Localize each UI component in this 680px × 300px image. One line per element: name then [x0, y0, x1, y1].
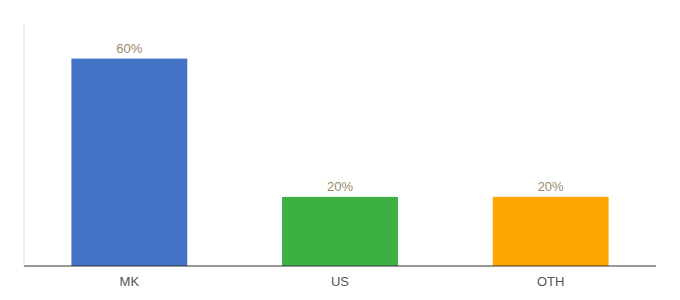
data-label: 60% [116, 41, 142, 56]
x-tick-label: MK [120, 274, 140, 289]
x-axis-line [24, 265, 656, 266]
chart: MK US OTH 60% 20% 20% [0, 0, 680, 300]
chart-container: MK US OTH 60% 20% 20% [0, 0, 680, 300]
bar [71, 59, 187, 266]
data-labels: 60% 20% 20% [116, 41, 564, 194]
y-axis-line [24, 24, 25, 266]
data-label: 20% [538, 179, 564, 194]
x-tick-label: US [331, 274, 349, 289]
bar [493, 197, 609, 266]
bars [71, 59, 608, 266]
data-label: 20% [327, 179, 353, 194]
x-tick-label: OTH [537, 274, 564, 289]
bar [282, 197, 398, 266]
x-axis: MK US OTH [120, 274, 565, 289]
